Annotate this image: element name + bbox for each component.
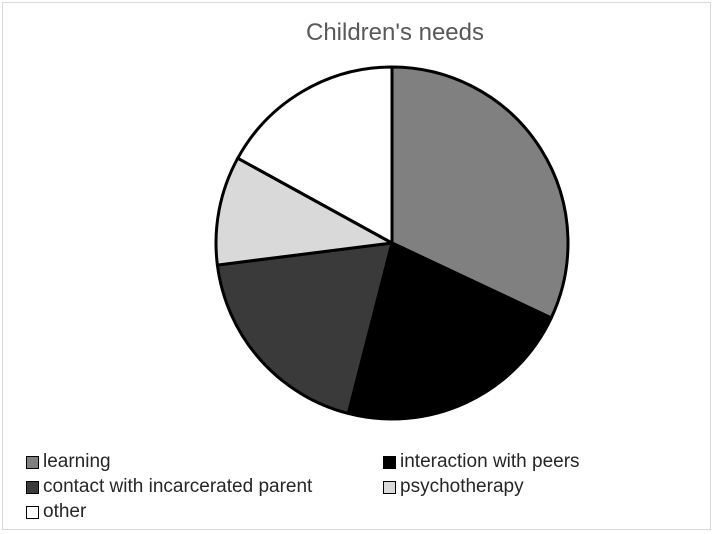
legend-swatch-other	[26, 505, 39, 519]
chart-title: Children's needs	[305, 19, 485, 46]
pie-slice-psychotherapy	[214, 156, 394, 267]
pie-slice-interaction-with-peers	[346, 241, 553, 421]
legend-item-psychotherapy: psychotherapy	[383, 475, 524, 499]
pie-slice-learning	[390, 65, 570, 320]
legend-swatch-learning	[26, 455, 39, 469]
legend-item-learning: learning	[26, 450, 111, 474]
legend-item-other: other	[26, 500, 86, 524]
pie-slice-contact-with-incarcerated-parent	[215, 241, 394, 415]
legend-label-interaction-with-peers: interaction with peers	[400, 451, 580, 472]
legend-label-psychotherapy: psychotherapy	[400, 476, 524, 497]
legend-swatch-interaction-with-peers	[383, 455, 396, 469]
legend-swatch-contact-with-incarcerated-parent	[26, 480, 39, 494]
legend-label-contact-with-incarcerated-parent: contact with incarcerated parent	[43, 476, 313, 497]
legend-item-interaction-with-peers: interaction with peers	[383, 450, 580, 474]
legend-item-contact-with-incarcerated-parent: contact with incarcerated parent	[26, 475, 312, 499]
legend-swatch-psychotherapy	[383, 480, 396, 494]
legend-label-learning: learning	[43, 451, 111, 472]
pie-slice-other	[236, 65, 394, 245]
legend-label-other: other	[43, 501, 87, 522]
